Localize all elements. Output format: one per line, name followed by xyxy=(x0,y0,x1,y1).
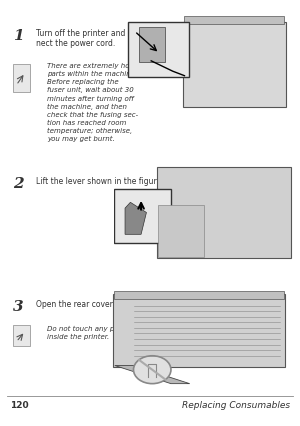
FancyBboxPatch shape xyxy=(13,325,30,346)
Text: There are extremely hot
parts within the machine.
Before replacing the
fuser uni: There are extremely hot parts within the… xyxy=(47,63,139,142)
Text: Do not touch any parts
inside the printer.: Do not touch any parts inside the printe… xyxy=(47,325,128,340)
Text: Open the rear cover.: Open the rear cover. xyxy=(36,300,114,309)
Text: 120: 120 xyxy=(10,400,29,409)
FancyBboxPatch shape xyxy=(13,65,30,92)
Text: Lift the lever shown in the figure.: Lift the lever shown in the figure. xyxy=(36,177,163,186)
Text: Turn off the printer and discon-
nect the power cord.: Turn off the printer and discon- nect th… xyxy=(36,29,155,48)
Text: Replacing Consumables: Replacing Consumables xyxy=(182,400,290,409)
Text: 2: 2 xyxy=(13,177,24,191)
Text: 3: 3 xyxy=(13,300,24,314)
Text: 1: 1 xyxy=(13,29,24,43)
